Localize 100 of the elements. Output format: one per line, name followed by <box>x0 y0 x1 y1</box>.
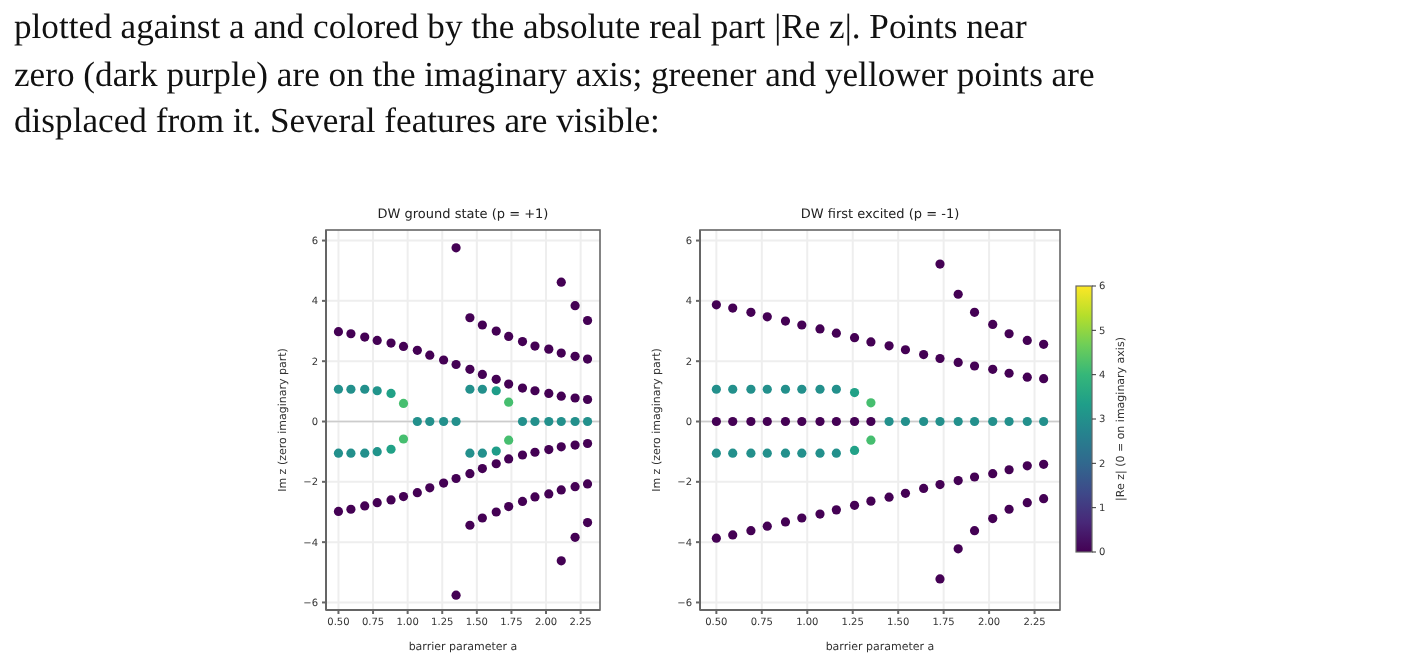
point <box>570 393 580 403</box>
point <box>797 448 807 458</box>
point <box>465 520 475 530</box>
point <box>360 384 370 394</box>
point <box>762 448 772 458</box>
point <box>477 463 487 474</box>
point <box>556 416 566 427</box>
point <box>884 341 894 351</box>
point <box>866 337 876 347</box>
point <box>969 361 980 371</box>
point <box>762 312 772 322</box>
point <box>728 416 738 427</box>
point <box>477 320 487 330</box>
point <box>919 416 929 427</box>
point <box>570 301 580 311</box>
point <box>439 416 449 427</box>
point <box>815 384 825 394</box>
point <box>831 416 841 427</box>
point <box>346 384 356 394</box>
point <box>570 416 580 427</box>
point <box>556 391 566 401</box>
point <box>570 532 580 542</box>
point <box>477 448 487 458</box>
point <box>372 447 382 457</box>
point <box>1039 459 1049 469</box>
point <box>346 504 356 514</box>
point <box>465 448 475 458</box>
point <box>953 416 963 427</box>
point <box>570 482 580 492</box>
point <box>517 336 528 347</box>
point <box>919 349 929 360</box>
point <box>582 517 593 528</box>
point <box>582 416 593 427</box>
point <box>711 416 721 427</box>
point <box>935 479 945 490</box>
point <box>797 320 807 330</box>
point <box>556 348 566 358</box>
point <box>451 416 461 427</box>
point <box>831 328 841 338</box>
point <box>412 416 422 427</box>
point <box>504 379 514 389</box>
point <box>935 416 945 427</box>
point <box>1004 329 1014 339</box>
point <box>386 388 396 399</box>
point <box>491 507 501 517</box>
point <box>780 384 791 394</box>
point <box>780 416 791 427</box>
point <box>504 454 514 464</box>
point <box>451 359 461 370</box>
point <box>711 533 721 543</box>
point <box>386 338 396 348</box>
point <box>346 329 356 339</box>
point <box>544 388 554 399</box>
point <box>504 331 514 342</box>
point <box>398 398 409 409</box>
point <box>849 500 860 510</box>
point <box>517 450 528 460</box>
point <box>953 544 963 554</box>
point <box>815 324 825 334</box>
point <box>762 521 772 531</box>
point <box>969 416 980 427</box>
point <box>465 384 475 394</box>
point <box>884 416 894 427</box>
point <box>797 416 807 427</box>
point <box>451 590 461 600</box>
point <box>504 397 514 407</box>
point <box>372 498 382 508</box>
point <box>517 383 528 393</box>
point <box>504 435 514 445</box>
point <box>866 398 876 408</box>
point <box>762 384 772 394</box>
point <box>746 448 756 458</box>
point <box>477 384 487 394</box>
point <box>1039 494 1049 504</box>
point <box>919 483 929 494</box>
point <box>1022 461 1032 471</box>
point <box>360 501 370 511</box>
point <box>517 416 528 427</box>
point <box>556 277 566 287</box>
point <box>988 514 998 524</box>
point <box>1004 504 1014 514</box>
point <box>372 386 382 396</box>
point <box>711 448 721 458</box>
point <box>746 416 756 427</box>
point <box>935 259 945 269</box>
point <box>451 473 461 484</box>
point <box>900 416 911 427</box>
point <box>969 307 980 317</box>
point <box>728 448 738 458</box>
point <box>831 505 841 515</box>
point <box>491 459 501 469</box>
point <box>465 364 475 374</box>
point <box>386 495 396 505</box>
point <box>530 386 540 396</box>
point <box>333 506 344 516</box>
point <box>1022 335 1032 345</box>
point <box>530 341 540 351</box>
text: displaced from it. Several features are visible: <box>14 98 662 144</box>
point <box>556 556 566 566</box>
point <box>398 341 409 352</box>
